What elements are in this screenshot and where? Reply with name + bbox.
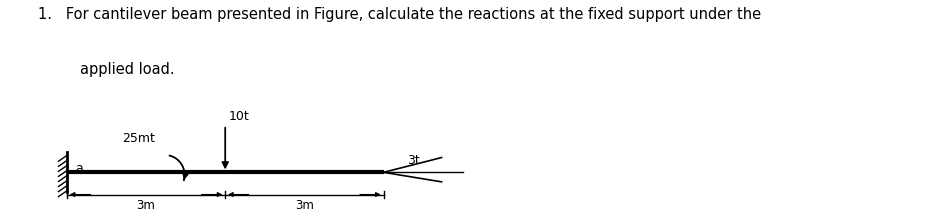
Text: 1.   For cantilever beam presented in Figure, calculate the reactions at the fix: 1. For cantilever beam presented in Figu… <box>38 7 761 22</box>
Text: applied load.: applied load. <box>80 62 175 77</box>
Text: a: a <box>75 162 82 175</box>
Text: 3m: 3m <box>136 199 155 212</box>
Text: 3t: 3t <box>407 154 420 167</box>
Text: 10t: 10t <box>229 110 250 123</box>
Text: 25mt: 25mt <box>122 132 155 145</box>
Text: 3m: 3m <box>295 199 313 212</box>
